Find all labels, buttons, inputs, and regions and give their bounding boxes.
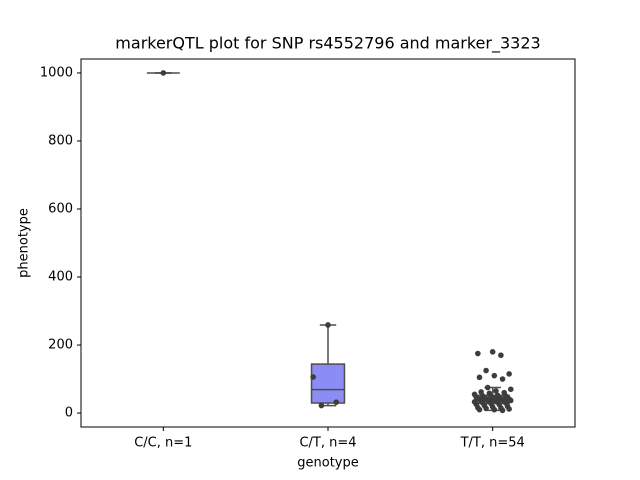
y-tick-label: 600 (48, 201, 73, 216)
x-tick-label: C/T, n=4 (299, 436, 356, 451)
point (483, 405, 489, 412)
point (506, 371, 512, 377)
point (160, 70, 167, 76)
point (498, 352, 504, 359)
box (310, 363, 346, 404)
y-tick-label: 200 (48, 338, 73, 353)
point (489, 349, 496, 355)
point (325, 322, 331, 328)
y-tick-label: 800 (48, 133, 73, 148)
point (491, 406, 498, 413)
point (483, 367, 489, 374)
point (491, 372, 498, 379)
chart-title: markerQTL plot for SNP rs4552796 and mar… (115, 34, 540, 54)
point (318, 402, 325, 409)
point (475, 350, 481, 357)
y-tick-label: 400 (48, 270, 73, 285)
point (506, 406, 512, 412)
point (476, 374, 483, 381)
point (507, 386, 514, 393)
x-tick-label: T/T, n=54 (460, 436, 525, 451)
point (493, 388, 499, 394)
point (333, 399, 340, 405)
y-axis-label: phenotype (17, 208, 32, 278)
y-tick-label: 0 (65, 406, 73, 421)
x-tick-label: C/C, n=1 (134, 436, 192, 451)
y-tick-label: 1000 (40, 65, 73, 80)
point (484, 384, 491, 391)
point (310, 374, 316, 380)
point (476, 406, 483, 413)
point (507, 397, 514, 404)
x-axis-label: genotype (297, 456, 358, 471)
point (499, 376, 506, 382)
point (499, 407, 506, 414)
